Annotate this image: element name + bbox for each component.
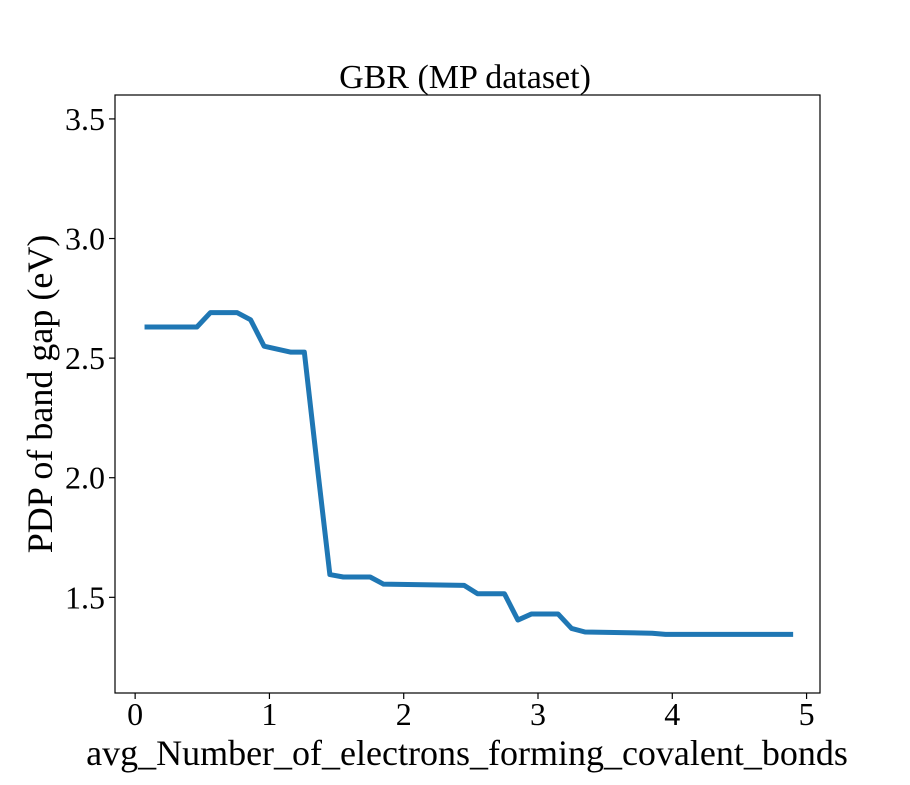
y-axis-label: PDP of band gap (eV) bbox=[20, 235, 60, 554]
x-tick-label-0: 0 bbox=[127, 696, 143, 732]
series-line-0 bbox=[144, 310, 794, 637]
x-tick-label-5: 5 bbox=[799, 696, 815, 732]
x-tick-label-4: 4 bbox=[664, 696, 680, 732]
series-layer bbox=[144, 310, 794, 637]
chart-title: GBR (MP dataset) bbox=[339, 59, 591, 96]
x-tick-label-1: 1 bbox=[261, 696, 277, 732]
y-tick-label-4: 3.5 bbox=[65, 101, 105, 137]
x-tick-label-3: 3 bbox=[530, 696, 546, 732]
y-axis: 1.5 2.0 2.5 3.0 3.5 bbox=[65, 101, 115, 615]
y-tick-label-1: 2.0 bbox=[65, 460, 105, 496]
y-tick-label-3: 3.0 bbox=[65, 221, 105, 257]
x-axis: 0 1 2 3 4 5 bbox=[127, 693, 815, 732]
y-tick-label-0: 1.5 bbox=[65, 579, 105, 615]
y-tick-label-2: 2.5 bbox=[65, 340, 105, 376]
x-tick-label-2: 2 bbox=[396, 696, 412, 732]
x-axis-label: avg_Number_of_electrons_forming_covalent… bbox=[86, 733, 848, 773]
plot-frame bbox=[114, 94, 821, 694]
